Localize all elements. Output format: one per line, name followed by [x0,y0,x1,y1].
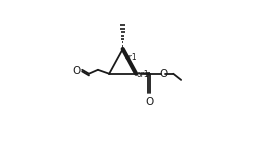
Text: O: O [146,97,154,107]
Text: O: O [159,69,167,79]
Polygon shape [136,72,150,75]
Text: or1: or1 [125,53,138,62]
Text: O: O [72,66,80,76]
Text: or1: or1 [136,70,149,79]
